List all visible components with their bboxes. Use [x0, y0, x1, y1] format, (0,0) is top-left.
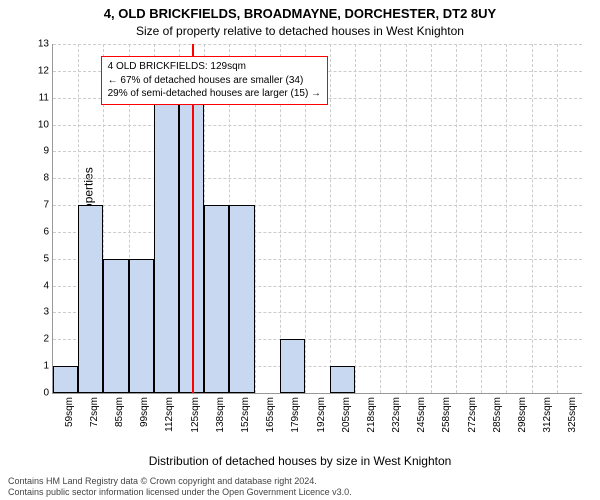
histogram-bar — [53, 366, 78, 393]
y-tick-label: 0 — [43, 388, 49, 399]
grid-h — [53, 178, 582, 179]
annotation-line-2: ← 67% of detached houses are smaller (34… — [108, 74, 321, 88]
grid-v — [330, 44, 331, 393]
x-tick-label: 99sqm — [139, 397, 150, 427]
y-tick-label: 9 — [43, 146, 49, 157]
x-tick-label: 325sqm — [567, 397, 578, 433]
grid-v — [532, 44, 533, 393]
footer-line-1: Contains HM Land Registry data © Crown c… — [8, 476, 352, 487]
y-tick-label: 6 — [43, 226, 49, 237]
y-tick-label: 3 — [43, 307, 49, 318]
histogram-bar — [154, 98, 179, 393]
x-tick-label: 298sqm — [517, 397, 528, 433]
y-tick-label: 4 — [43, 280, 49, 291]
y-tick-label: 10 — [38, 119, 49, 130]
grid-v — [380, 44, 381, 393]
x-tick-label: 218sqm — [366, 397, 377, 433]
grid-h — [53, 44, 582, 45]
y-tick-label: 8 — [43, 173, 49, 184]
x-axis-label: Distribution of detached houses by size … — [0, 454, 600, 468]
x-tick-label: 258sqm — [441, 397, 452, 433]
histogram-bar — [103, 259, 128, 393]
histogram-bar — [204, 205, 229, 393]
histogram-bar — [330, 366, 355, 393]
x-tick-label: 312sqm — [542, 397, 553, 433]
x-tick-label: 245sqm — [416, 397, 427, 433]
y-tick-label: 1 — [43, 361, 49, 372]
histogram-bar — [229, 205, 254, 393]
y-tick-label: 11 — [39, 92, 49, 103]
grid-h — [53, 151, 582, 152]
y-tick-label: 12 — [38, 65, 49, 76]
x-tick-label: 85sqm — [114, 397, 125, 427]
x-tick-label: 232sqm — [391, 397, 402, 433]
x-tick-label: 112sqm — [164, 397, 175, 432]
y-tick-label: 13 — [38, 39, 49, 50]
x-tick-label: 285sqm — [492, 397, 503, 433]
grid-v — [456, 44, 457, 393]
grid-v — [481, 44, 482, 393]
x-tick-label: 272sqm — [467, 397, 478, 433]
grid-v — [406, 44, 407, 393]
plot-area: 01234567891011121359sqm72sqm85sqm99sqm11… — [52, 44, 582, 394]
histogram-bar — [280, 339, 305, 393]
footer-attribution: Contains HM Land Registry data © Crown c… — [8, 476, 352, 498]
x-tick-label: 192sqm — [316, 397, 327, 433]
histogram-bar — [78, 205, 103, 393]
y-tick-label: 7 — [43, 200, 49, 211]
chart-subtitle: Size of property relative to detached ho… — [0, 24, 600, 38]
x-tick-label: 59sqm — [64, 397, 75, 427]
chart-title: 4, OLD BRICKFIELDS, BROADMAYNE, DORCHEST… — [0, 6, 600, 21]
x-tick-label: 138sqm — [215, 397, 226, 433]
grid-h — [53, 232, 582, 233]
x-tick-label: 72sqm — [89, 397, 100, 427]
histogram-bar — [129, 259, 154, 393]
grid-v — [557, 44, 558, 393]
y-tick-label: 5 — [43, 253, 49, 264]
grid-v — [506, 44, 507, 393]
x-tick-label: 205sqm — [341, 397, 352, 433]
x-tick-label: 125sqm — [190, 397, 201, 433]
annotation-box: 4 OLD BRICKFIELDS: 129sqm← 67% of detach… — [101, 56, 328, 105]
x-tick-label: 152sqm — [240, 397, 251, 433]
annotation-line-3: 29% of semi-detached houses are larger (… — [108, 87, 321, 101]
x-tick-label: 179sqm — [290, 397, 301, 433]
grid-v — [431, 44, 432, 393]
y-tick-label: 2 — [43, 334, 49, 345]
grid-v — [355, 44, 356, 393]
x-tick-label: 165sqm — [265, 397, 276, 433]
chart-container: 4, OLD BRICKFIELDS, BROADMAYNE, DORCHEST… — [0, 0, 600, 500]
grid-h — [53, 125, 582, 126]
annotation-line-1: 4 OLD BRICKFIELDS: 129sqm — [108, 60, 321, 74]
footer-line-2: Contains public sector information licen… — [8, 487, 352, 498]
grid-h — [53, 205, 582, 206]
